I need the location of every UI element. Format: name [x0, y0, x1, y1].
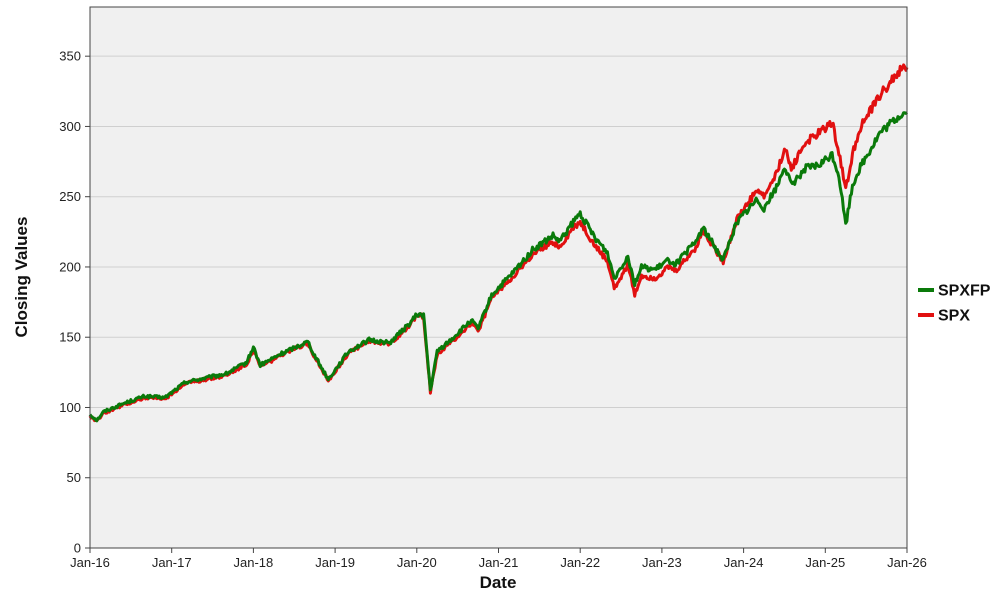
x-tick-label: Jan-23: [642, 555, 682, 570]
legend-swatch-spxfp: [918, 288, 934, 292]
x-tick-label: Jan-18: [234, 555, 274, 570]
y-tick-label: 150: [59, 330, 81, 345]
x-tick-label: Jan-16: [70, 555, 110, 570]
legend-label-spx: SPX: [938, 308, 970, 325]
x-tick-label: Jan-24: [724, 555, 764, 570]
y-tick-label: 200: [59, 259, 81, 274]
legend: SPXFP SPX: [918, 283, 991, 325]
y-tick-label: 250: [59, 189, 81, 204]
x-axis-title: Date: [480, 573, 517, 592]
y-axis-ticks: 0 50 100 150 200 250 300 350: [59, 49, 90, 556]
x-axis-ticks: Jan-16 Jan-17 Jan-18 Jan-19 Jan-20 Jan-21 Jan-…: [70, 548, 927, 570]
y-tick-label: 100: [59, 400, 81, 415]
y-tick-label: 300: [59, 119, 81, 134]
x-tick-label: Jan-26: [887, 555, 927, 570]
y-tick-label: 350: [59, 49, 81, 64]
x-tick-label: Jan-17: [152, 555, 192, 570]
y-axis-title: Closing Values: [12, 217, 31, 338]
x-tick-label: Jan-25: [805, 555, 845, 570]
x-tick-label: Jan-20: [397, 555, 437, 570]
x-tick-label: Jan-21: [479, 555, 519, 570]
legend-label-spxfp: SPXFP: [938, 283, 991, 300]
series-line-spxfp: [88, 111, 909, 423]
y-tick-label: 0: [74, 541, 81, 556]
legend-swatch-spx: [918, 313, 934, 317]
x-tick-label: Jan-22: [560, 555, 600, 570]
plot-area: [90, 7, 907, 548]
grid-lines: [90, 55, 907, 479]
x-tick-label: Jan-19: [315, 555, 355, 570]
y-tick-label: 50: [67, 470, 81, 485]
series-lines: [88, 63, 909, 423]
